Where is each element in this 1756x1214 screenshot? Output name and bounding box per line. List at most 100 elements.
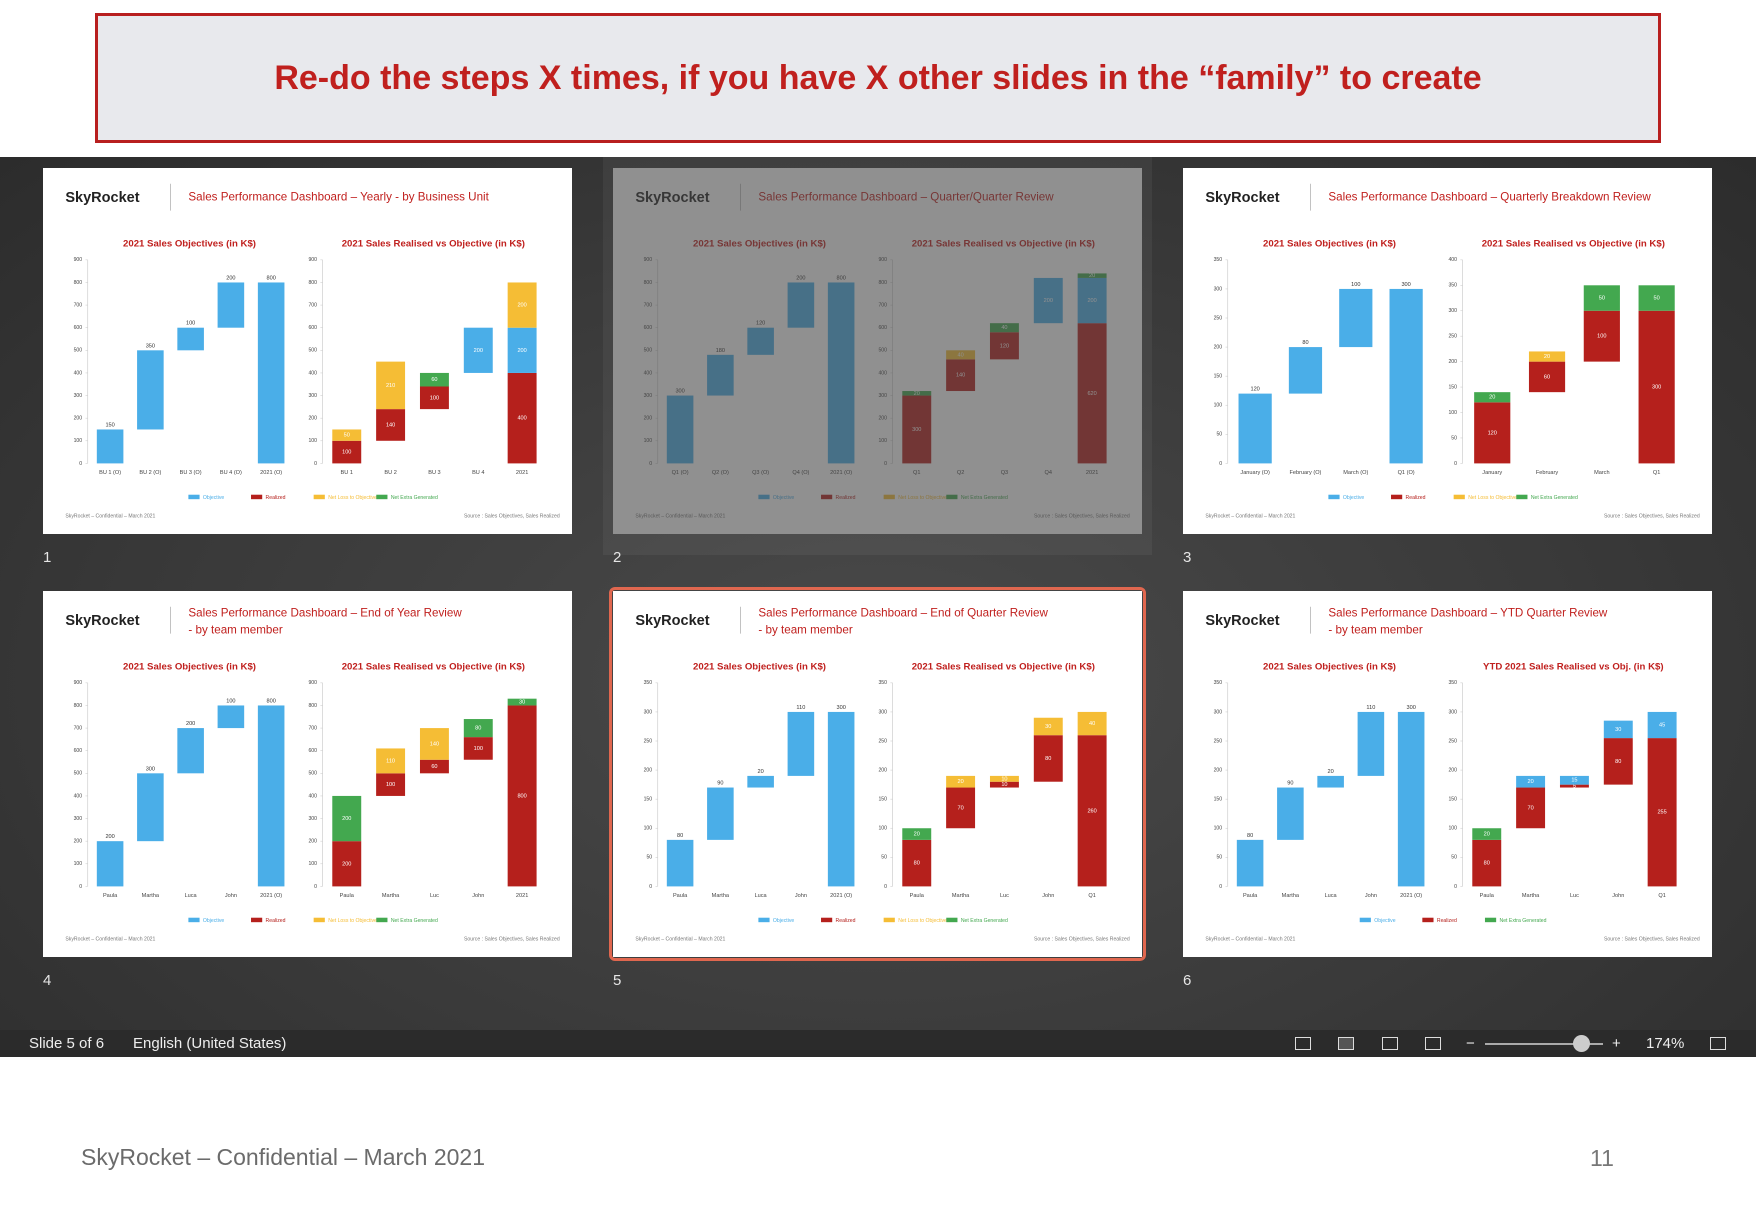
x-tick-label: 2021 (O) — [260, 893, 282, 899]
bar-segment — [1516, 775, 1546, 788]
y-tick-label: 200 — [1214, 344, 1223, 350]
x-tick-label: John — [1612, 893, 1624, 899]
reading-view[interactable] — [1382, 1037, 1398, 1050]
y-tick-label: 150 — [1214, 374, 1223, 380]
x-tick-label: BU 4 — [472, 470, 484, 476]
legend-swatch — [883, 917, 895, 923]
slide-thumbnail[interactable]: SkyRocket Sales Performance Dashboard – Y… — [1183, 591, 1712, 957]
bar-segment — [1647, 711, 1677, 739]
y-tick-label: 0 — [1454, 884, 1457, 890]
bar-segment — [463, 719, 493, 738]
bar-segment — [332, 795, 362, 842]
data-label: 120 — [1250, 387, 1259, 393]
y-tick-label: 0 — [884, 884, 887, 890]
slideshow-view[interactable] — [1425, 1037, 1441, 1050]
bar-segment — [1559, 775, 1589, 785]
sorter-view[interactable] — [1338, 1037, 1354, 1050]
bar-segment — [507, 705, 537, 887]
zoom-out[interactable]: − — [1466, 1035, 1475, 1052]
banner-text: Re-do the steps X times, if you have X o… — [274, 58, 1482, 97]
data-label: 80 — [1247, 833, 1253, 839]
banner: Re-do the steps X times, if you have X o… — [95, 13, 1661, 143]
y-tick-label: 300 — [74, 393, 83, 399]
normal-view[interactable] — [1295, 1037, 1311, 1050]
bar — [137, 350, 164, 430]
slide-thumbnail[interactable]: SkyRocket Sales Performance Dashboard – E… — [609, 587, 1146, 961]
x-tick-label: Q1 — [1658, 893, 1665, 899]
data-label: 10 — [1001, 776, 1007, 782]
data-label: 100 — [474, 746, 483, 752]
slide-source: Source : Sales Objectives, Sales Realize… — [464, 936, 560, 942]
y-tick-label: 500 — [74, 771, 83, 777]
data-label: 200 — [342, 861, 351, 867]
slide-source: Source : Sales Objectives, Sales Realize… — [464, 513, 560, 519]
y-tick-label: 0 — [314, 884, 317, 890]
y-tick-label: 500 — [308, 771, 317, 777]
data-label: 80 — [1484, 861, 1490, 867]
legend-label: Objective — [1343, 495, 1365, 501]
y-tick-label: 250 — [1448, 738, 1457, 744]
y-tick-label: 0 — [79, 461, 82, 467]
bar — [96, 429, 124, 464]
x-tick-label: Paula — [340, 893, 355, 899]
bar — [707, 787, 734, 840]
x-tick-label: BU 2 (O) — [139, 470, 161, 476]
y-tick-label: 200 — [74, 416, 83, 422]
slide-footer: SkyRocket – Confidential – March 2021 — [1205, 513, 1295, 519]
bar-segment — [332, 429, 362, 441]
zoom-slider[interactable] — [1485, 1043, 1603, 1045]
legend-swatch — [188, 917, 200, 923]
data-label: 200 — [105, 834, 114, 840]
x-tick-label: March — [1594, 470, 1610, 476]
chart-title: 2021 Sales Objectives (in K$) — [1263, 239, 1396, 250]
data-label: 140 — [386, 422, 395, 428]
y-tick-label: 200 — [878, 767, 887, 773]
data-label: 200 — [186, 721, 195, 727]
y-tick-label: 200 — [308, 416, 317, 422]
bar — [1339, 288, 1373, 348]
data-label: 90 — [717, 781, 723, 787]
legend-label: Realized — [1406, 495, 1426, 501]
bar-segment — [376, 773, 406, 796]
bar-segment — [1647, 738, 1677, 887]
y-tick-label: 700 — [74, 725, 83, 731]
legend-swatch — [313, 494, 325, 500]
x-tick-label: February — [1536, 470, 1559, 476]
data-label: 20 — [914, 832, 920, 838]
data-label: 100 — [186, 321, 195, 327]
fit-window[interactable] — [1710, 1037, 1726, 1050]
slide-number: 1 — [43, 549, 52, 566]
data-label: 45 — [1659, 722, 1665, 728]
y-tick-label: 400 — [308, 370, 317, 376]
bar-segment — [1638, 285, 1675, 311]
slide-thumbnail[interactable]: SkyRocket Sales Performance Dashboard – Y… — [43, 168, 572, 534]
x-tick-label: January (O) — [1240, 470, 1270, 476]
bar-segment — [332, 440, 362, 464]
legend-label: Objective — [773, 918, 795, 924]
data-label: 70 — [1527, 805, 1533, 811]
x-tick-label: Martha — [952, 893, 970, 899]
data-label: 50 — [344, 433, 350, 439]
y-tick-label: 350 — [1214, 680, 1223, 686]
x-tick-label: Martha — [1282, 893, 1300, 899]
bar — [137, 773, 164, 842]
slide-title: Sales Performance Dashboard – Yearly - b… — [188, 190, 489, 203]
data-label: 30 — [519, 700, 525, 706]
slide-indicator: Slide 5 of 6 — [29, 1035, 105, 1052]
x-tick-label: BU 4 (O) — [220, 470, 242, 476]
slide: SkyRocket Sales Performance Dashboard – E… — [635, 607, 1129, 943]
y-tick-label: 250 — [878, 738, 887, 744]
chart-title: 2021 Sales Realised vs Objective (in K$) — [912, 662, 1095, 673]
y-tick-label: 200 — [74, 839, 83, 845]
legend-swatch — [188, 494, 200, 500]
x-tick-label: John — [1042, 893, 1054, 899]
y-tick-label: 200 — [1448, 359, 1457, 365]
x-tick-label: Luc — [1000, 893, 1009, 899]
slide-thumbnail[interactable]: SkyRocket Sales Performance Dashboard – E… — [43, 591, 572, 957]
data-label: 140 — [430, 741, 439, 747]
zoom-knob[interactable] — [1573, 1035, 1590, 1052]
data-label: 200 — [517, 303, 526, 309]
zoom-in[interactable]: + — [1612, 1035, 1621, 1052]
